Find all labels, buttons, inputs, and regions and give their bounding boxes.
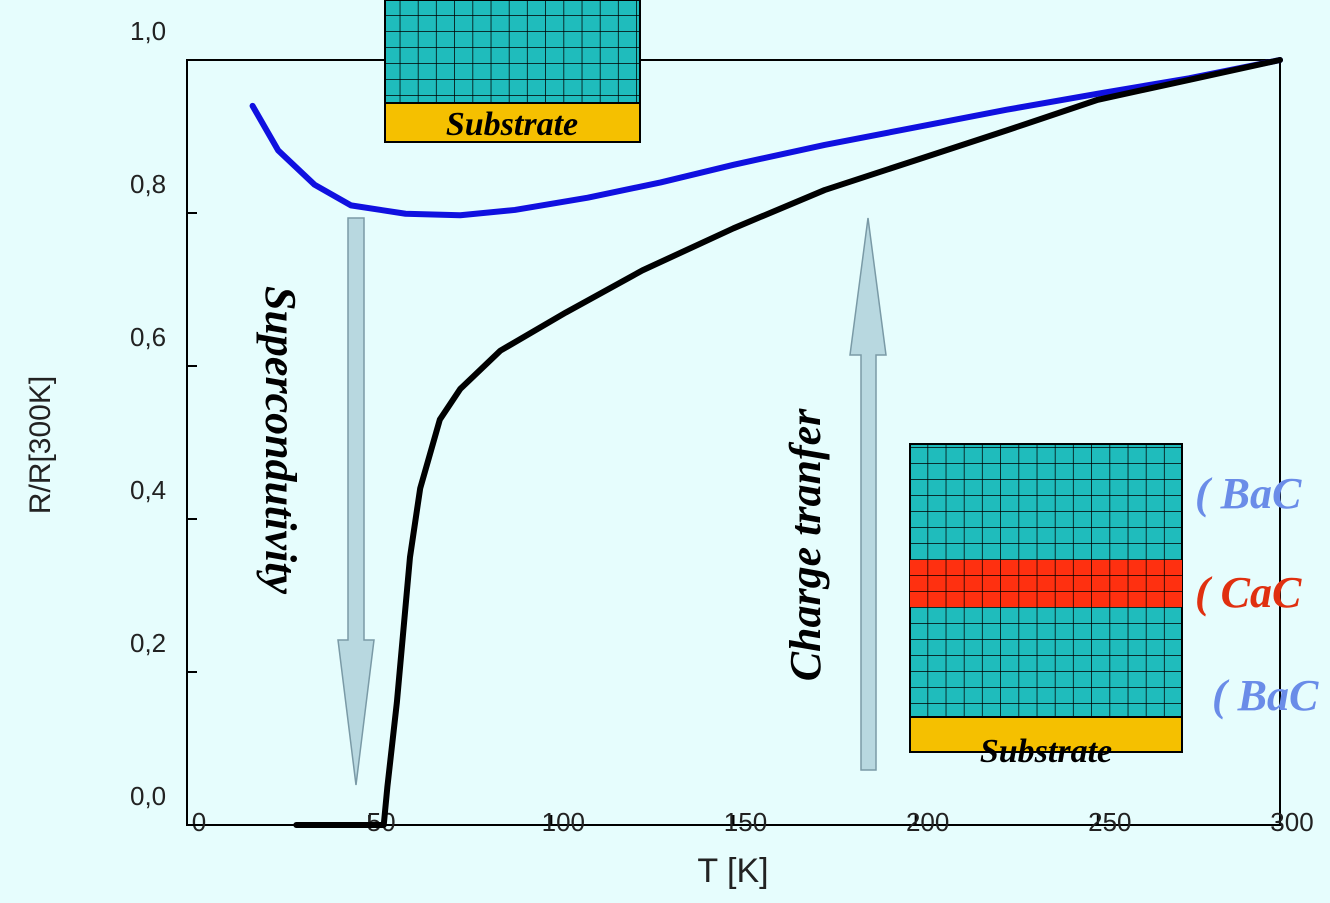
x-tick-label: 150: [724, 807, 767, 837]
data-line: [293, 57, 1283, 828]
layer-label: ( CaC: [1195, 568, 1302, 617]
substrate-label: Substrate: [446, 106, 578, 143]
y-tick-label: 1,0: [130, 16, 166, 46]
x-tick-label: 200: [906, 807, 949, 837]
annotation: Charge tranfer: [781, 408, 830, 681]
arrow-down: [337, 217, 375, 786]
layer-label: ( BaC: [1212, 671, 1319, 720]
x-tick-label: 0: [192, 807, 206, 837]
x-tick-label: 250: [1088, 807, 1131, 837]
x-tick-label: 300: [1270, 807, 1313, 837]
x-tick-label: 100: [542, 807, 585, 837]
y-tick-label: 0,2: [130, 628, 166, 658]
data-line: [249, 57, 1283, 219]
annotation: Supercondutivity: [256, 286, 305, 594]
y-tick-label: 0,8: [130, 169, 166, 199]
y-axis-label: R/R[300K]: [24, 376, 57, 514]
x-axis-label: T [K]: [697, 852, 768, 890]
film-diagram-bottom: Substrate: [909, 443, 1183, 770]
substrate-label: Substrate: [980, 733, 1112, 770]
y-tick-label: 0,6: [130, 322, 166, 352]
y-tick-label: 0,4: [130, 475, 166, 505]
y-tick-label: 0,0: [130, 781, 166, 811]
arrow-up: [849, 217, 887, 771]
layer-label: ( BaC: [1195, 469, 1302, 518]
film-diagram-top: Substrate: [384, 0, 641, 143]
